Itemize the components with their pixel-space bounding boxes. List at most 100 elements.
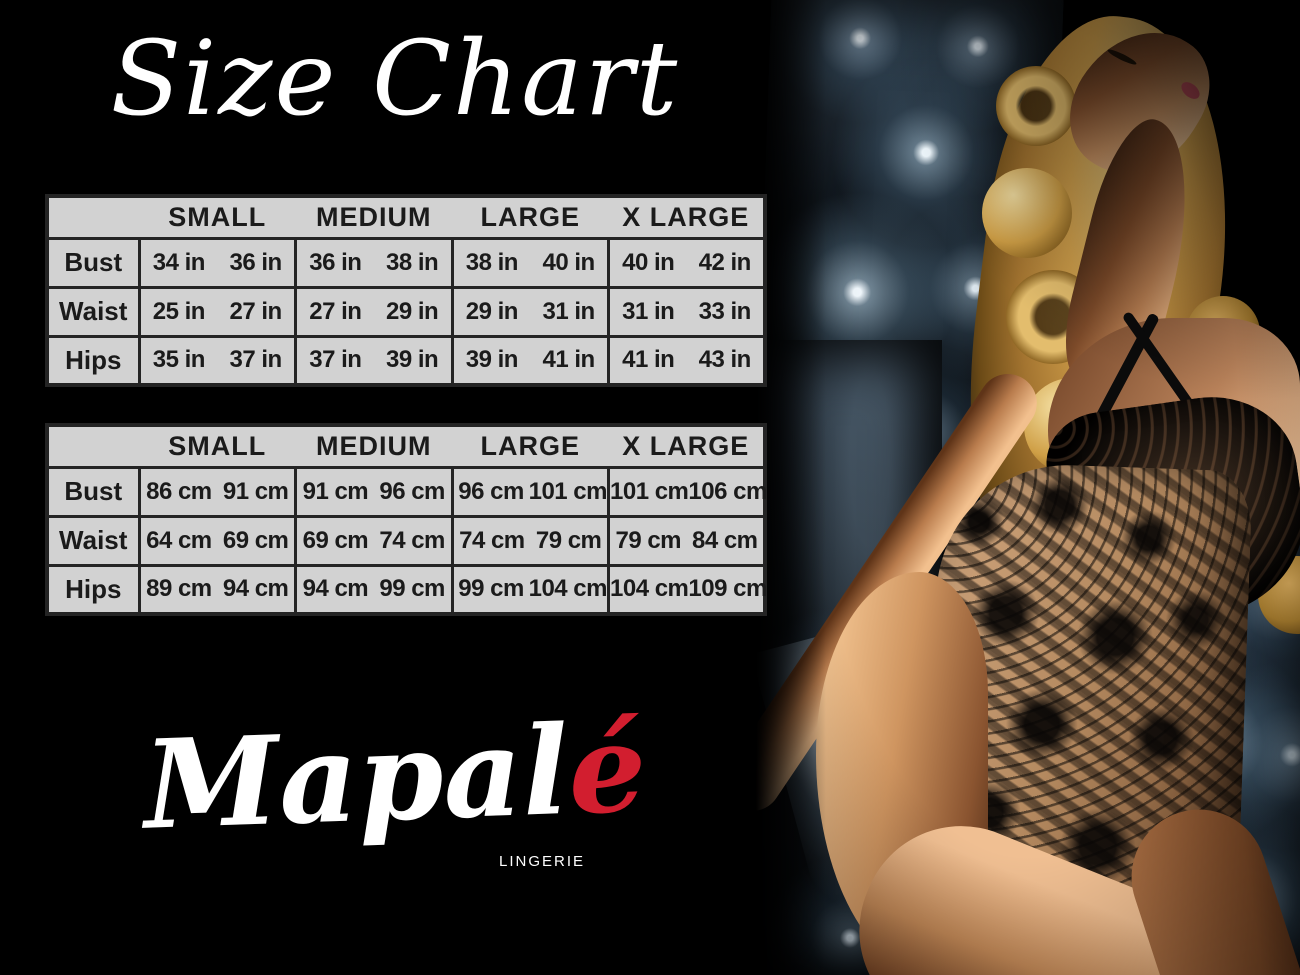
value-pair: 64 cm 69 cm — [141, 527, 295, 555]
brand-tagline: LINGERIE — [498, 853, 586, 870]
measurement-label: Hips — [47, 563, 139, 614]
measurement-value: 96 cm — [379, 477, 445, 505]
measurement-value: 38 in — [386, 248, 439, 276]
size-header-small: SMALL — [139, 425, 296, 469]
value-pair: 104 cm 109 cm — [610, 575, 767, 603]
measurement-row: Hips 35 in 37 in 37 in 39 in 39 in 41 in 41 in 4… — [47, 334, 765, 385]
info-panel: Size Chart SMALL MEDIUM LARGE X LARGE Bust 34… — [0, 19, 792, 870]
value-pair: 99 cm 104 cm — [454, 575, 608, 603]
hair-curl — [996, 66, 1076, 146]
value-pair: 69 cm 74 cm — [297, 527, 451, 555]
size-header-x-large: X LARGE — [608, 196, 765, 240]
value-pair: 91 cm 96 cm — [297, 478, 451, 506]
value-pair: 27 in 29 in — [297, 298, 451, 326]
measurement-value: 94 cm — [222, 575, 289, 603]
size-table-centimeters: SMALL MEDIUM LARGE X LARGE Bust 86 cm 91 cm 91 … — [45, 423, 767, 616]
size-header-large: LARGE — [452, 196, 609, 240]
measurement-value: 33 in — [698, 297, 752, 325]
value-pair: 37 in 39 in — [297, 346, 451, 374]
measurement-value: 36 in — [229, 248, 283, 276]
measurement-row: Waist 25 in 27 in 27 in 29 in 29 in 31 in 31 in… — [47, 285, 765, 336]
value-pair: 96 cm 101 cm — [454, 477, 608, 506]
size-header-medium: MEDIUM — [295, 425, 452, 469]
size-value-cell: 35 in 37 in — [137, 334, 296, 385]
measurement-value: 99 cm — [458, 575, 524, 603]
measurement-value: 69 cm — [222, 526, 289, 554]
measurement-value: 64 cm — [146, 526, 212, 554]
value-pair: 101 cm 106 cm — [610, 477, 767, 506]
measurement-value: 84 cm — [691, 526, 758, 554]
measurement-value: 101 cm — [528, 477, 608, 505]
value-pair: 35 in 37 in — [141, 346, 295, 374]
value-pair: 38 in 40 in — [454, 249, 608, 277]
value-pair: 89 cm 94 cm — [141, 575, 295, 603]
size-value-cell: 89 cm 94 cm — [137, 563, 296, 614]
brand-logo: Mapalé — [0, 686, 792, 866]
measurement-value: 101 cm — [610, 477, 689, 505]
size-value-cell: 94 cm 99 cm — [294, 563, 452, 614]
size-value-cell: 37 in 39 in — [294, 334, 452, 385]
size-header-row: SMALL MEDIUM LARGE X LARGE — [47, 196, 765, 240]
measurement-label: Waist — [47, 285, 139, 336]
measurement-value: 34 in — [152, 248, 206, 276]
size-value-cell: 99 cm 104 cm — [450, 563, 609, 614]
brand-name-accent: é — [565, 695, 649, 842]
value-pair: 86 cm 91 cm — [141, 478, 295, 506]
size-value-cell: 91 cm 96 cm — [294, 465, 452, 516]
value-pair: 36 in 38 in — [297, 249, 451, 277]
measurement-value: 91 cm — [222, 477, 289, 505]
measurement-value: 104 cm — [610, 575, 689, 603]
measurement-row: Hips 89 cm 94 cm 94 cm 99 cm 99 cm 104 cm 104 c… — [47, 563, 767, 614]
measurement-value: 99 cm — [379, 575, 445, 603]
size-value-cell: 27 in 29 in — [294, 285, 452, 336]
measurement-value: 69 cm — [302, 526, 369, 554]
measurement-value: 25 in — [152, 297, 206, 325]
page-title: Size Chart — [110, 19, 680, 139]
measurement-label: Bust — [47, 236, 139, 287]
value-pair: 34 in 36 in — [141, 249, 295, 277]
size-value-cell: 34 in 36 in — [137, 236, 296, 287]
corner-cell — [47, 425, 139, 469]
measurement-value: 36 in — [309, 248, 362, 276]
measurement-row: Bust 86 cm 91 cm 91 cm 96 cm 96 cm 101 cm 101 c… — [47, 465, 767, 516]
size-header-large: LARGE — [452, 425, 609, 469]
measurement-value: 37 in — [229, 346, 283, 374]
hair-curl — [982, 168, 1072, 258]
measurement-value: 27 in — [309, 297, 362, 325]
size-value-cell: 86 cm 91 cm — [137, 465, 296, 516]
measurement-value: 41 in — [542, 346, 596, 374]
measurement-row: Waist 64 cm 69 cm 69 cm 74 cm 74 cm 79 cm 79 cm… — [47, 514, 765, 565]
size-value-cell: 40 in 42 in — [607, 236, 765, 287]
size-value-cell: 39 in 41 in — [450, 334, 609, 385]
size-value-cell: 38 in 40 in — [450, 236, 609, 287]
size-table-inches: SMALL MEDIUM LARGE X LARGE Bust 34 in 36 in 36 … — [45, 194, 767, 387]
measurement-value: 40 in — [622, 248, 675, 276]
value-pair: 79 cm 84 cm — [610, 527, 763, 555]
size-header-small: SMALL — [139, 196, 296, 240]
size-header-row: SMALL MEDIUM LARGE X LARGE — [47, 425, 765, 469]
measurement-value: 42 in — [698, 248, 752, 276]
measurement-value: 104 cm — [528, 575, 608, 603]
size-value-cell: 64 cm 69 cm — [137, 514, 296, 565]
size-value-cell: 41 in 43 in — [607, 334, 765, 385]
value-pair: 25 in 27 in — [141, 298, 295, 326]
measurement-value: 38 in — [465, 248, 519, 276]
corner-cell — [47, 196, 139, 240]
measurement-value: 40 in — [542, 248, 596, 276]
measurement-value: 39 in — [386, 346, 439, 374]
size-value-cell: 104 cm 109 cm — [607, 563, 767, 614]
size-value-cell: 79 cm 84 cm — [607, 514, 765, 565]
measurement-value: 91 cm — [302, 477, 369, 505]
measurement-value: 39 in — [465, 346, 519, 374]
value-pair: 41 in 43 in — [610, 346, 763, 374]
measurement-value: 94 cm — [302, 575, 369, 603]
measurement-value: 109 cm — [688, 575, 767, 603]
measurement-value: 35 in — [152, 346, 206, 374]
size-value-cell: 36 in 38 in — [294, 236, 452, 287]
size-value-cell: 74 cm 79 cm — [450, 514, 609, 565]
size-value-cell: 31 in 33 in — [607, 285, 765, 336]
measurement-value: 79 cm — [615, 526, 682, 554]
measurement-value: 96 cm — [458, 477, 524, 505]
size-header-x-large: X LARGE — [608, 425, 765, 469]
value-pair: 74 cm 79 cm — [454, 527, 608, 555]
